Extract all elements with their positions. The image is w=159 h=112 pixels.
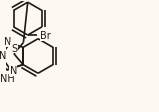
Text: NH: NH [0, 73, 14, 83]
Text: Br: Br [40, 31, 51, 41]
Text: N: N [0, 51, 7, 61]
Text: S: S [11, 43, 17, 53]
Text: N: N [10, 66, 17, 76]
Text: N: N [4, 37, 11, 47]
